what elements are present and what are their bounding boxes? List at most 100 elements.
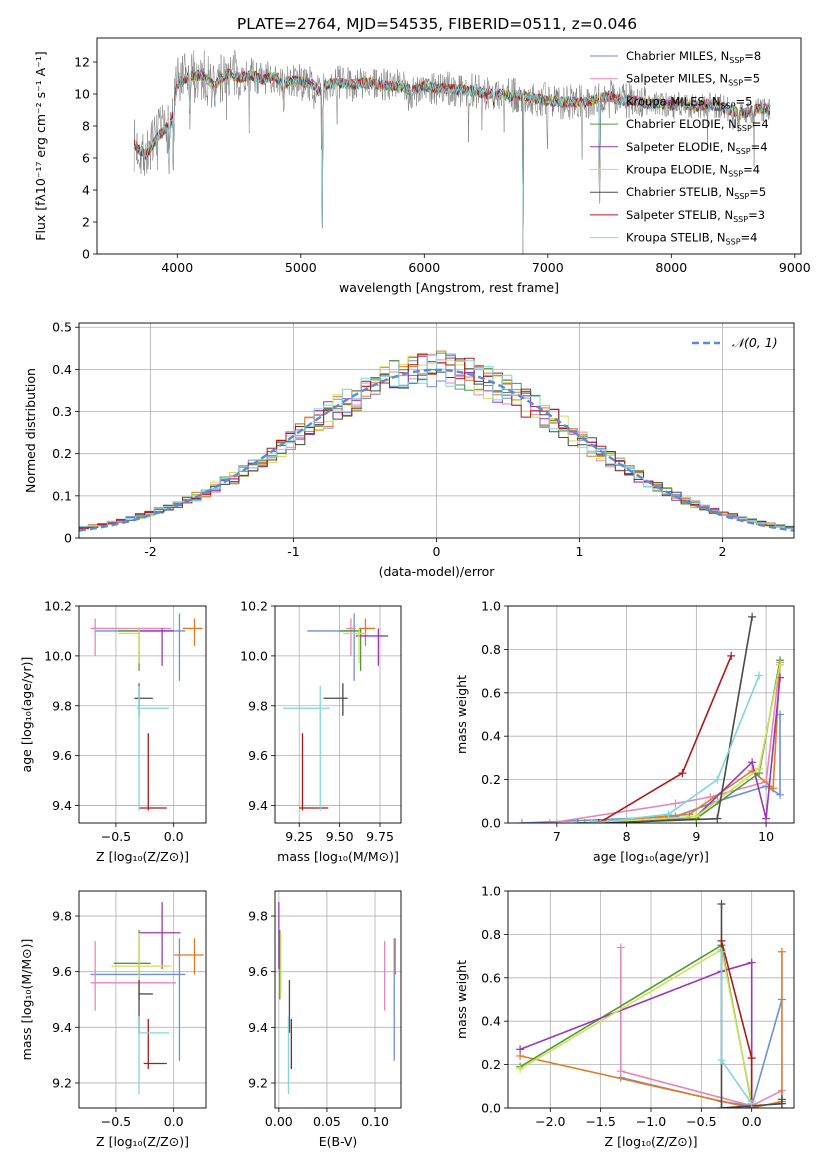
errorbar-point xyxy=(90,941,176,1011)
x-tick-label: 0 xyxy=(433,544,441,559)
y-tick-label: 9.8 xyxy=(52,698,72,713)
y-tick-label: 0.4 xyxy=(481,729,501,744)
y-tick-label: 0.2 xyxy=(481,1057,501,1072)
x-tick-label: 10 xyxy=(758,829,774,844)
x-tick-label: 9.75 xyxy=(366,829,394,844)
x-tick-label: 1 xyxy=(576,544,584,559)
weight-point-marker xyxy=(671,799,680,808)
model-spectrum-line xyxy=(133,69,771,254)
y-tick-label: 9.8 xyxy=(248,909,268,924)
errorbar-point xyxy=(139,733,167,811)
weight-point-marker xyxy=(678,769,687,778)
weight-point-marker xyxy=(777,1095,786,1104)
weight-point-marker xyxy=(545,819,554,823)
x-tick-label: 0.0 xyxy=(164,829,184,844)
y-tick-label: 0.6 xyxy=(481,970,501,985)
histograms xyxy=(79,350,794,532)
y-tick-label: 0 xyxy=(64,531,72,546)
errorbar-point xyxy=(346,618,356,656)
y-tick-label: 4 xyxy=(82,183,90,198)
y-tick-label: 0.1 xyxy=(52,488,72,503)
legend-label: Salpeter MILES, NSSP=5 xyxy=(626,72,760,88)
weight-series-line xyxy=(519,961,753,1102)
mass_vs_EBV-panel: 0.00 0.05 0.10 9.2 9.4 9.6 9.8 E(B-V) xyxy=(248,890,402,1149)
y-tick-label: 8 xyxy=(82,119,90,134)
axes-frame xyxy=(78,605,207,824)
x-axis-label: Z [log₁₀(Z/Z⊙)] xyxy=(96,849,189,864)
y-axis-label: Flux [fλ10⁻¹⁷ erg cm⁻² s⁻¹ A⁻¹] xyxy=(33,51,48,240)
y-axis-label: mass weight xyxy=(454,960,469,1039)
errorbar-point xyxy=(118,628,140,671)
errorbar-point xyxy=(143,1018,167,1070)
y-tick-label: 9.4 xyxy=(248,1020,268,1035)
axes-frame xyxy=(78,322,795,539)
y-tick-label: 0.2 xyxy=(52,446,72,461)
massweight_vs_Z-panel: −2.0 −1.5 −1.0 −0.5 0.0 0.0 0.2 0.4 0.6 0.8 1.0 Z [… xyxy=(454,884,795,1149)
weight-series-line xyxy=(577,660,781,823)
y-tick-label: 9.8 xyxy=(248,698,268,713)
weight-point-marker xyxy=(776,660,785,669)
errorbar-point xyxy=(134,683,153,716)
errorbar-point xyxy=(138,1016,170,1095)
y-tick-label: 9.6 xyxy=(248,964,268,979)
weight-point-marker xyxy=(516,1045,525,1054)
errorbar-point xyxy=(139,628,174,666)
spectrum-lines xyxy=(133,49,771,254)
y-tick-label: 0.3 xyxy=(52,404,72,419)
legend-label: Kroupa MILES, NSSP=5 xyxy=(626,94,752,110)
errorbar-point xyxy=(299,733,329,811)
residual-histogram xyxy=(79,354,794,529)
y-tick-label: 2 xyxy=(82,215,90,230)
y-tick-label: 0.6 xyxy=(481,685,501,700)
x-tick-label: −2.0 xyxy=(535,1114,565,1129)
errorbar-point xyxy=(95,613,186,681)
errorbar-point xyxy=(339,628,362,671)
weight-point-marker xyxy=(769,784,778,793)
weight-point-marker xyxy=(747,1099,756,1108)
legend-label: Kroupa STELIB, NSSP=4 xyxy=(626,231,757,247)
x-tick-label: 9 xyxy=(692,829,700,844)
x-tick-label: −0.5 xyxy=(101,829,131,844)
x-tick-label: 7000 xyxy=(532,260,564,275)
y-tick-label: 6 xyxy=(82,151,90,166)
y-tick-label: 10 xyxy=(74,87,90,102)
errorbar-point xyxy=(90,618,172,656)
y-axis-label: Normed distribution xyxy=(23,368,38,493)
axes-frame xyxy=(507,890,795,1109)
weight-point-marker xyxy=(516,1064,525,1073)
x-tick-label: 5000 xyxy=(285,260,317,275)
weight-point-marker xyxy=(717,1056,726,1065)
weight-point-marker xyxy=(748,612,757,621)
weight-point-marker xyxy=(616,943,625,952)
x-tick-label: 2 xyxy=(719,544,727,559)
y-tick-label: 10.2 xyxy=(240,599,268,614)
errorbar-point xyxy=(342,628,366,664)
legend-label: Chabrier STELIB, NSSP=5 xyxy=(626,185,766,201)
weight-series-line xyxy=(519,944,753,1108)
y-tick-label: 1.0 xyxy=(481,599,501,614)
spectrum-legend: Chabrier MILES, NSSP=8 Salpeter MILES, NS… xyxy=(590,49,769,247)
error-bars xyxy=(283,613,389,811)
weight-point-marker xyxy=(573,819,582,823)
weight-series-line xyxy=(549,662,781,823)
errorbar-point xyxy=(138,980,153,1033)
x-tick-label: 0.00 xyxy=(265,1114,293,1129)
x-tick-label: 9.50 xyxy=(326,829,354,844)
weight-point-marker xyxy=(717,900,726,909)
errorbar-point xyxy=(359,618,376,646)
y-tick-label: 9.4 xyxy=(52,798,72,813)
errorbar-point xyxy=(355,628,389,666)
weight-point-marker xyxy=(717,936,726,945)
legend-label: 𝒩(0, 1) xyxy=(732,335,778,350)
y-tick-label: 10.0 xyxy=(240,648,268,663)
x-tick-label: 9.25 xyxy=(285,829,313,844)
y-tick-label: 0.5 xyxy=(52,320,72,335)
legend-label: Salpeter ELODIE, NSSP=4 xyxy=(626,140,768,156)
legend-label: Chabrier MILES, NSSP=8 xyxy=(626,49,761,65)
y-tick-label: 9.2 xyxy=(248,1075,268,1090)
x-tick-label: -1 xyxy=(287,544,299,559)
errorbar-point xyxy=(173,938,204,975)
age_vs_Z-panel: −0.5 0.0 9.4 9.6 9.8 10.0 10.2 Z [log₁₀(Z/Z⊙)] a… xyxy=(19,599,207,864)
residuals-panel: -2 -1 0 1 2 0 0.1 0.2 0.3 0.4 0.5 (data-model)/erro… xyxy=(23,320,795,579)
x-tick-label: -2 xyxy=(144,544,156,559)
